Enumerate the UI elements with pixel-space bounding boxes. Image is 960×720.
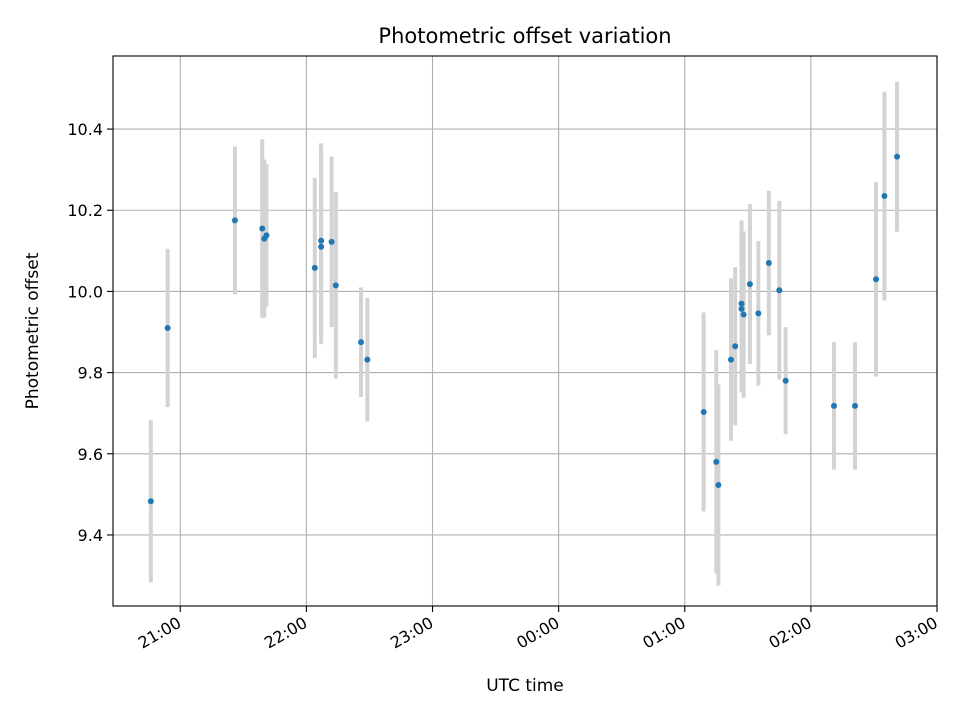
y-tick-label: 10.2 [67, 201, 103, 220]
data-point [732, 343, 739, 350]
data-point [831, 402, 837, 409]
y-tick-label: 10.4 [67, 120, 103, 139]
y-axis-ticks: 9.4 9.6 9.8 10.0 10.2 10.4 [67, 120, 113, 545]
data-point [873, 276, 880, 283]
data-point [164, 324, 171, 331]
data-point [318, 243, 325, 250]
y-tick-label: 9.8 [78, 364, 103, 383]
data-point [713, 458, 720, 465]
grid [113, 56, 938, 606]
data-point [263, 232, 270, 239]
y-tick-label: 9.4 [78, 526, 103, 545]
data-point [738, 300, 745, 307]
data-point [311, 264, 318, 271]
data-point [318, 237, 325, 244]
data-point [755, 310, 762, 317]
data-point [740, 311, 747, 318]
data-point [765, 260, 772, 267]
data-point [881, 193, 888, 200]
data-point [328, 238, 335, 245]
y-tick-label: 9.6 [78, 445, 103, 464]
data-point [894, 153, 901, 160]
data-point [852, 402, 859, 409]
data-point [700, 408, 707, 415]
data-point [364, 356, 371, 363]
data-points [147, 153, 901, 505]
data-point [782, 377, 789, 384]
x-axis-label: UTC time [486, 676, 564, 696]
data-point [259, 225, 266, 232]
data-point [147, 498, 154, 505]
data-point [358, 339, 365, 346]
data-point [332, 282, 339, 289]
data-point [776, 287, 783, 294]
data-point [746, 281, 753, 288]
chart-title: Photometric offset variation [378, 24, 671, 48]
data-point [738, 305, 745, 312]
data-point [728, 356, 734, 363]
y-axis-label: Photometric offset [23, 252, 43, 409]
y-tick-label: 10.0 [67, 282, 103, 301]
data-point [231, 217, 238, 224]
data-point [715, 482, 722, 489]
plot-frame [112, 55, 938, 607]
